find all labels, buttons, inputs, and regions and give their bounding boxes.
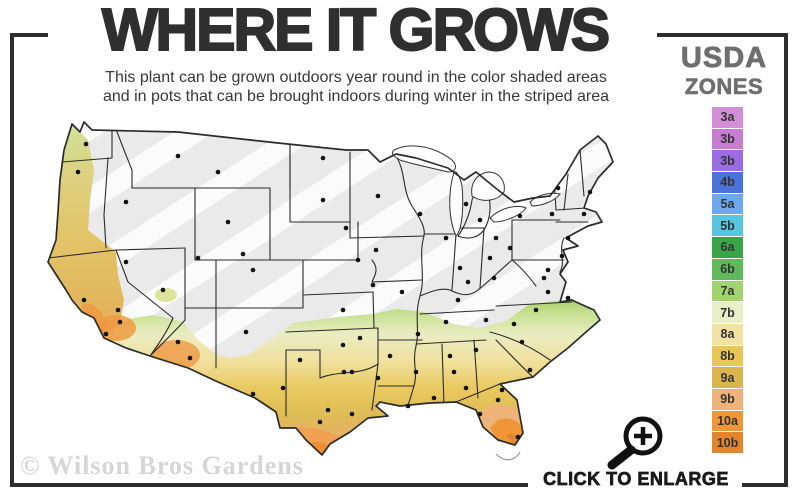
click-to-enlarge-button[interactable]: CLICK TO ENLARGE	[543, 469, 729, 490]
legend-title: USDA ZONES	[660, 42, 788, 99]
legend-title-line-1: USDA	[680, 42, 768, 74]
legend-zone-swatch-6a-6: 6a	[712, 237, 743, 258]
legend-zone-swatch-10a-14: 10a	[712, 410, 743, 432]
legend-zone-swatch-5a-4: 5a	[712, 193, 743, 215]
legend-zone-swatch-4b-3: 4b	[712, 172, 743, 193]
frame-border-top-left	[10, 33, 48, 37]
colored-outdoor-zones	[48, 124, 600, 455]
magnifier-icon[interactable]	[598, 408, 668, 472]
frame-border-left	[10, 33, 14, 487]
frame-border-top-right	[657, 33, 788, 37]
legend-zone-swatch-3b-2: 3b	[712, 150, 743, 172]
state-borders	[48, 122, 589, 417]
city-dots	[75, 141, 593, 440]
legend-zone-swatch-8b-11: 8b	[712, 345, 743, 367]
subtitle-line-1: This plant can be grown outdoors year ro…	[105, 69, 607, 86]
subtitle: This plant can be grown outdoors year ro…	[0, 69, 712, 107]
subtitle-line-2: and in pots that can be brought indoors …	[102, 87, 610, 105]
legend-zone-swatch-10b-15: 10b	[712, 432, 743, 453]
frame-border-bottom-left	[10, 483, 528, 487]
watermark: © Wilson Bros Gardens	[20, 451, 304, 480]
frame-border-right	[784, 33, 788, 487]
us-hardiness-map[interactable]	[28, 110, 628, 478]
legend-zone-swatch-3b-1: 3b	[712, 128, 743, 150]
legend-zone-swatch-8a-10: 8a	[712, 323, 743, 345]
legend-zone-swatch-7b-9: 7b	[712, 302, 743, 323]
legend-title-line-2: ZONES	[684, 74, 764, 99]
usda-zone-legend: 3a 3b 3b 4b 5a 5b 6a 6b 7a 7b 8a 8b 9a 9b 10a 10b	[712, 107, 743, 453]
legend-zone-swatch-6b-7: 6b	[712, 258, 743, 280]
legend-zone-swatch-9b-13: 9b	[712, 388, 743, 410]
legend-zone-swatch-7a-8: 7a	[712, 280, 743, 302]
legend-zone-swatch-3a-0: 3a	[712, 107, 743, 128]
legend-zone-swatch-9a-12: 9a	[712, 367, 743, 388]
legend-zone-swatch-5b-5: 5b	[712, 215, 743, 237]
page-title: WHERE IT GROWS	[101, 0, 611, 63]
florida-keys	[495, 451, 521, 461]
frame-border-bottom-right	[742, 483, 788, 487]
